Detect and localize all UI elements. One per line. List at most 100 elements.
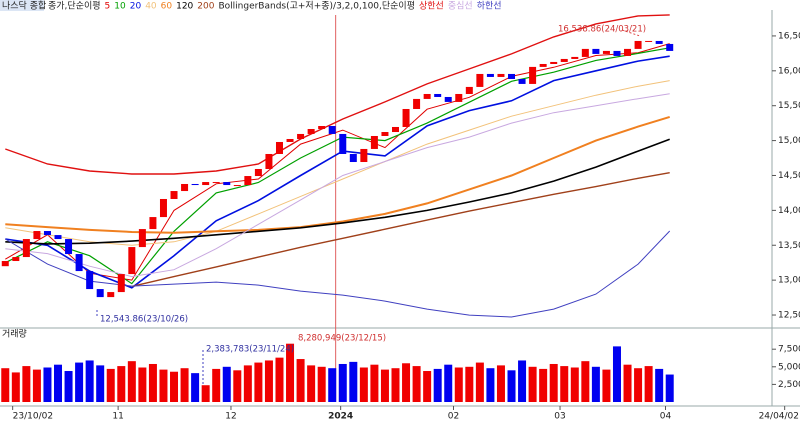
volume-bar (54, 364, 63, 402)
candle (497, 73, 505, 77)
volume-bar (465, 366, 474, 402)
y-tick-label: 16,000 (778, 66, 800, 76)
candle (645, 40, 653, 42)
x-tick-label: 24/04/02 (759, 412, 799, 422)
candle (602, 50, 610, 54)
legend-entry: 하한선 (477, 1, 502, 12)
volume-bar (444, 364, 453, 402)
candle (65, 239, 73, 255)
volume-bar (159, 369, 168, 402)
candle (12, 257, 20, 262)
volume-bar (64, 371, 73, 402)
candle (212, 182, 220, 184)
volume-bar (655, 368, 664, 402)
candle (286, 138, 294, 142)
volume-bar (370, 364, 379, 402)
volume-bar (117, 366, 126, 402)
candle (508, 73, 516, 79)
volume-bar (328, 368, 337, 402)
volume-bar (602, 369, 611, 402)
legend-entry: 20 (130, 2, 142, 12)
candle (581, 48, 589, 57)
volume-bar (233, 370, 242, 402)
x-tick-label: 03 (554, 412, 565, 422)
candle (339, 133, 347, 154)
volume-bar (644, 366, 653, 402)
candle (666, 43, 674, 51)
volume-bar (96, 365, 105, 402)
candle (22, 239, 30, 258)
y-tick-label: 14,000 (778, 206, 800, 216)
candle (265, 153, 273, 169)
candle (360, 148, 368, 163)
candle (476, 73, 484, 87)
candle (423, 93, 431, 99)
volume-bar (634, 368, 643, 402)
y-tick-label: 16,500 (778, 31, 800, 41)
candle (634, 40, 642, 49)
volume-bar (180, 368, 189, 402)
volume-bar (560, 366, 569, 402)
candle (328, 126, 336, 134)
y-tick-label: 14,500 (778, 171, 800, 181)
candle (107, 292, 115, 298)
volume-bar (191, 373, 200, 402)
candle (223, 182, 231, 186)
volume-bar (148, 363, 157, 402)
candle (244, 176, 252, 186)
candle (624, 48, 632, 56)
candle (550, 61, 558, 64)
candle (33, 231, 41, 240)
legend-label: 종가,단순이평 (48, 1, 101, 12)
volume-bar (528, 366, 537, 402)
volume-bar (518, 360, 527, 402)
candle (560, 58, 568, 62)
x-tick-label: 02 (448, 412, 459, 422)
x-tick-label: 2024 (328, 412, 353, 422)
candle (297, 133, 305, 139)
y-tick-label: 13,000 (778, 276, 800, 286)
volume-bar (307, 365, 316, 402)
candle (571, 56, 579, 59)
volume-bar (85, 360, 94, 402)
legend-entry: 60 (161, 2, 173, 12)
low-annotation: 12,543.86(23/10/26) (100, 315, 188, 325)
legend-entry: 중심선 (448, 1, 473, 12)
indicator-line (5, 80, 670, 246)
candle (96, 289, 104, 298)
volume-bar (412, 366, 421, 402)
volume-bar (423, 371, 432, 402)
y-tick-label: 13,500 (778, 241, 800, 251)
legend-entry: 40 (145, 2, 157, 12)
candle (539, 63, 547, 67)
indicator-line (5, 230, 671, 318)
plot-area: 12,500 13,000 13,500 14,000 14,500 15,000 15,5… (1, 14, 800, 422)
legend-entry: 10 (114, 2, 126, 12)
annotation-leader (621, 29, 641, 37)
volume-bar (539, 368, 548, 402)
volume-bar (402, 363, 411, 402)
candle (381, 132, 389, 136)
candle (434, 93, 442, 97)
volume-bar (22, 366, 31, 402)
candle (465, 86, 473, 94)
candle (318, 126, 326, 130)
volume-bar (275, 357, 284, 402)
candle (413, 98, 421, 109)
candle (592, 48, 600, 54)
volume-bar (222, 366, 231, 402)
volume-bar (32, 369, 41, 402)
indicator-line (5, 138, 670, 245)
volume-bar (570, 367, 579, 402)
volume-bar (75, 362, 84, 402)
y2-tick-label: 7,500,000 (778, 345, 800, 355)
candle (1, 261, 9, 267)
volume-bar (665, 374, 674, 402)
y2-tick-label: 2,500,000 (778, 380, 800, 390)
volume-bar (454, 367, 463, 402)
volume-bar (391, 368, 400, 402)
candle (254, 168, 262, 177)
